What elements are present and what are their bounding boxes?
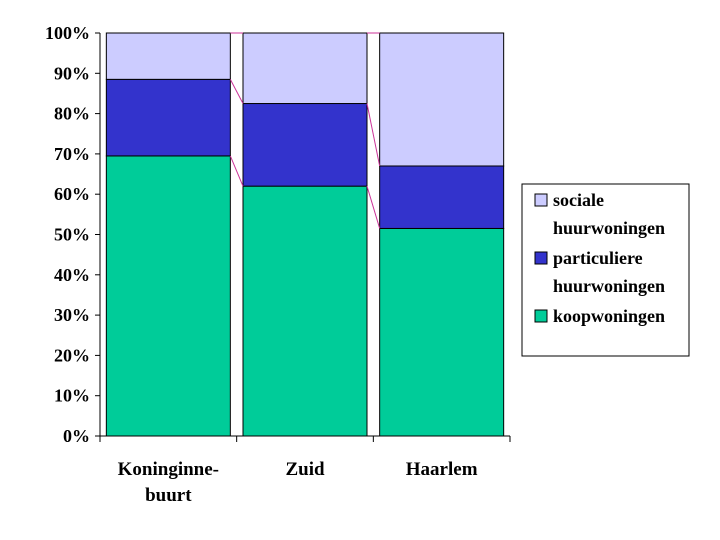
series-line [366,103,381,167]
bar-2-cat-2 [242,103,368,187]
y-tick-label: 40% [54,265,90,285]
legend-box [521,183,690,357]
y-tick-label: 50% [54,225,90,245]
bar-3-cat-1 [105,32,231,80]
bar-3-cat-3 [379,32,505,167]
series-line [229,79,244,104]
series-line [229,155,244,187]
bar-1-cat-1 [105,155,231,437]
x-tick-label: Zuid [285,459,325,480]
y-tick-label: 90% [54,63,90,83]
bar-1-cat-3 [379,227,505,437]
y-tick-label: 60% [54,184,90,204]
legend-swatch [534,193,548,207]
x-tick-label: Koninginne-buurt [118,459,219,506]
legend-label: sociale huurwoningen [553,190,665,238]
bar-2-cat-3 [379,165,505,229]
bar-2-cat-1 [105,78,231,157]
series-line [366,185,381,229]
y-tick-label: 100% [45,23,90,43]
plot-area: 0% 10% 20% 30% 40% 50% 60% 70% 80% 90% 100% Koningi… [45,23,511,506]
bar-1-cat-2 [242,185,368,437]
bar-3-cat-2 [242,32,368,105]
y-tick-label: 30% [54,305,90,325]
y-tick-label: 0% [63,426,90,446]
legend-swatch [534,309,548,323]
legend-label: particuliere huurwoningen [553,248,665,296]
y-tick-label: 20% [54,345,90,365]
y-tick-label: 70% [54,144,90,164]
y-tick-label: 80% [54,104,90,124]
x-tick-label: Haarlem [406,459,478,480]
legend-label: koopwoningen [553,306,665,326]
y-tick-label: 10% [54,386,90,406]
legend-swatch [534,251,548,265]
legend: sociale huurwoningen particuliere huurwonin… [521,183,690,357]
